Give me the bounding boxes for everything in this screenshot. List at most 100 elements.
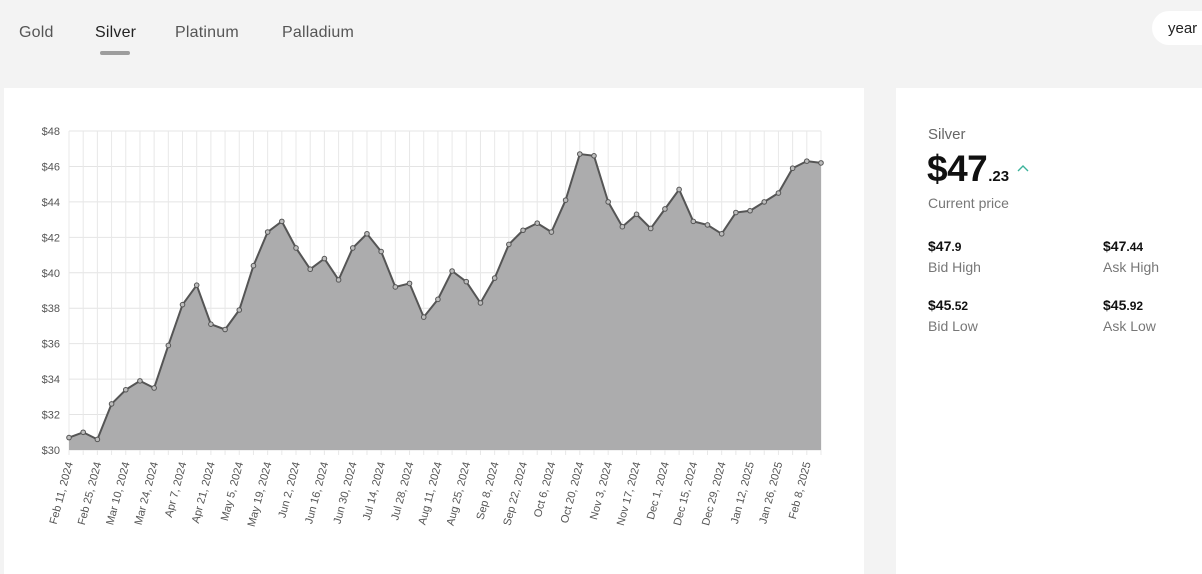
- data-point: [662, 206, 668, 212]
- data-point: [222, 326, 228, 333]
- ask-high: $47.44 Ask High: [1103, 238, 1159, 275]
- bid-high: $47.9 Bid High: [928, 238, 981, 275]
- data-point: [733, 209, 739, 216]
- x-tick-label: Mar 24, 2024: [133, 461, 161, 527]
- data-point: [506, 241, 512, 248]
- x-tick-label: Jun 2, 2024: [276, 461, 302, 520]
- data-point: [647, 225, 654, 232]
- data-point: [122, 386, 129, 393]
- data-point: [349, 245, 356, 251]
- data-point: [449, 268, 455, 274]
- x-tick-label: Nov 3, 2024: [588, 461, 615, 521]
- x-tick-label: Feb 8, 2025: [787, 461, 814, 521]
- data-point: [804, 158, 810, 164]
- price-minor: .23: [988, 168, 1010, 185]
- y-tick-label: $30: [42, 445, 60, 457]
- data-point: [718, 230, 725, 237]
- ask-low: $45.92 Ask Low: [1103, 297, 1156, 334]
- x-tick-label: Aug 25, 2024: [445, 461, 474, 527]
- data-point: [605, 199, 611, 205]
- data-point: [165, 342, 172, 349]
- x-tick-label: Apr 7, 2024: [163, 461, 189, 519]
- bid-high-label: Bid High: [928, 259, 981, 275]
- data-point: [364, 230, 370, 237]
- ask-high-minor: .44: [1126, 240, 1144, 254]
- y-tick-label: $40: [42, 268, 60, 280]
- data-point: [406, 280, 413, 287]
- data-point: [378, 248, 384, 255]
- ask-high-label: Ask High: [1103, 259, 1160, 275]
- x-tick-label: Nov 17, 2024: [615, 461, 644, 527]
- bid-low: $45.52 Bid Low: [928, 297, 978, 334]
- current-price: $47.23: [927, 148, 1029, 190]
- x-tick-label: Dec 1, 2024: [645, 461, 672, 521]
- x-tick-label: Jul 14, 2024: [361, 461, 388, 522]
- data-point: [137, 378, 143, 384]
- x-tick-label: Sep 22, 2024: [501, 461, 530, 527]
- data-point: [435, 296, 441, 303]
- price-info-card: Silver $47.23 Current price $47.9 Bid Hi…: [896, 88, 1202, 574]
- y-tick-label: $42: [42, 232, 60, 244]
- data-point: [747, 207, 753, 214]
- ask-low-label: Ask Low: [1103, 318, 1156, 334]
- data-point: [279, 218, 285, 225]
- bid-low-major: $45: [928, 297, 952, 313]
- data-point: [94, 436, 101, 443]
- y-tick-label: $34: [42, 374, 60, 386]
- data-point: [293, 245, 299, 251]
- data-point: [818, 160, 824, 166]
- current-price-label: Current price: [928, 195, 1009, 211]
- x-tick-label: Oct 6, 2024: [532, 461, 558, 519]
- x-tick-label: Sep 8, 2024: [475, 461, 502, 521]
- data-point: [420, 314, 427, 320]
- data-point: [576, 151, 583, 157]
- bid-low-minor: .52: [951, 299, 969, 313]
- x-tick-label: Jun 30, 2024: [332, 461, 360, 526]
- x-tick-label: Jan 12, 2025: [729, 461, 757, 526]
- range-selector[interactable]: year: [1152, 11, 1202, 45]
- x-tick-label: Apr 21, 2024: [190, 461, 218, 525]
- tab-silver[interactable]: Silver: [95, 24, 137, 41]
- price-area: [69, 154, 821, 450]
- ask-low-minor: .92: [1126, 299, 1144, 313]
- bid-high-major: $47: [928, 238, 952, 254]
- data-point: [321, 255, 328, 262]
- data-point: [335, 277, 342, 283]
- tab-platinum[interactable]: Platinum: [175, 24, 239, 41]
- y-tick-label: $48: [42, 126, 60, 138]
- tab-gold[interactable]: Gold: [19, 24, 54, 41]
- data-point: [562, 197, 569, 203]
- data-point: [591, 153, 597, 159]
- x-tick-label: Jul 28, 2024: [389, 461, 416, 522]
- ask-low-major: $45: [1103, 297, 1127, 313]
- ask-high-major: $47: [1103, 238, 1127, 254]
- price-chart: $30 $32 $34 $36 $38 $40 $42 $44 $46 $48 Feb 11, 20…: [42, 126, 824, 528]
- data-point: [491, 275, 498, 281]
- data-point: [108, 401, 115, 407]
- y-tick-label: $38: [42, 303, 60, 315]
- metal-name: Silver: [928, 126, 966, 143]
- data-point: [704, 222, 711, 228]
- data-point: [690, 218, 697, 225]
- x-tick-label: Oct 20, 2024: [559, 461, 587, 525]
- tab-palladium[interactable]: Palladium: [282, 24, 355, 41]
- x-tick-label: Aug 11, 2024: [416, 461, 444, 527]
- x-tick-label: Mar 10, 2024: [104, 461, 132, 527]
- data-point: [151, 385, 157, 391]
- data-point: [250, 262, 257, 269]
- data-point: [66, 434, 72, 441]
- data-point: [789, 165, 796, 172]
- y-tick-label: $46: [42, 161, 60, 173]
- data-point: [307, 266, 314, 273]
- data-point: [208, 321, 214, 327]
- data-point: [761, 199, 768, 205]
- data-point: [264, 229, 271, 235]
- data-point: [193, 282, 200, 288]
- active-tab-indicator: [100, 51, 130, 55]
- x-tick-label: Feb 11, 2024: [48, 461, 76, 526]
- data-point: [463, 278, 470, 285]
- data-point: [80, 429, 86, 436]
- data-point: [520, 227, 526, 234]
- price-major: $47: [927, 148, 988, 189]
